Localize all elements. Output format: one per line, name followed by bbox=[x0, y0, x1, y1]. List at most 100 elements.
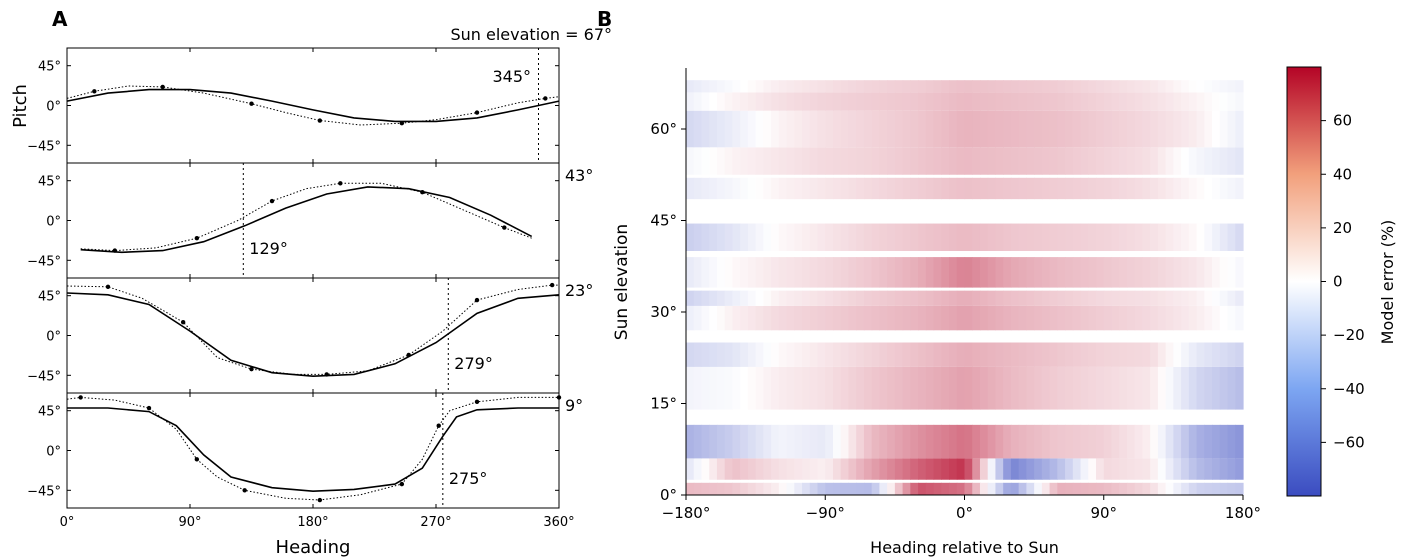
heatmap-cell bbox=[856, 290, 865, 306]
heatmap-cell bbox=[856, 80, 865, 93]
heatmap-cell bbox=[949, 257, 958, 288]
heatmap-cell bbox=[716, 257, 726, 288]
heatmap-cell bbox=[1204, 80, 1213, 93]
heatmap-cell bbox=[1096, 80, 1105, 93]
heatmap-cell bbox=[1103, 305, 1113, 331]
heatmap-cell bbox=[1018, 290, 1027, 306]
heatmap-cell bbox=[979, 80, 989, 93]
heatmap-cell bbox=[724, 366, 734, 410]
heatmap-cell bbox=[686, 257, 695, 288]
observed-point bbox=[317, 497, 323, 503]
heatmap-cell bbox=[925, 223, 935, 251]
heatmap-cell bbox=[1018, 177, 1027, 200]
heatmap-cell bbox=[1235, 177, 1244, 200]
heatmap-cell bbox=[902, 177, 911, 200]
heatmap-cell bbox=[1034, 458, 1043, 480]
heatmap-cell bbox=[956, 257, 966, 288]
x-tick-label: 0° bbox=[60, 515, 75, 530]
sun-elevation-label: 9° bbox=[565, 396, 583, 415]
heatmap-cell bbox=[786, 458, 795, 480]
heatmap-cell bbox=[1003, 342, 1012, 367]
heatmap-cell bbox=[1227, 290, 1236, 306]
heatmap-cell bbox=[1065, 92, 1074, 111]
heatmap-cell bbox=[1088, 366, 1097, 410]
heatmap-cell bbox=[902, 92, 911, 111]
heatmap-cell bbox=[1111, 223, 1120, 251]
heatmap-cells bbox=[686, 80, 1244, 495]
heatmap-cell bbox=[949, 177, 958, 200]
heatmap-cell bbox=[1072, 80, 1082, 93]
heatmap-cell bbox=[1196, 424, 1205, 459]
heatmap-cell bbox=[995, 366, 1004, 410]
heatmap-cell bbox=[949, 80, 958, 93]
heatmap-cell bbox=[972, 177, 981, 200]
heatmap-cell bbox=[894, 177, 904, 200]
heatmap-cell bbox=[724, 147, 734, 175]
heatmap-cell bbox=[778, 290, 788, 306]
heatmap-cell bbox=[1157, 80, 1167, 93]
heatmap-cell bbox=[1080, 177, 1089, 200]
heatmap-cell bbox=[1134, 290, 1144, 306]
heatmap-cell bbox=[840, 482, 850, 495]
heatmap-cell bbox=[1181, 366, 1190, 410]
heatmap-cell bbox=[879, 482, 888, 495]
heatmap-cell bbox=[1041, 110, 1051, 148]
heatmap-cell bbox=[763, 257, 772, 288]
y-tick-label: 15° bbox=[650, 395, 677, 413]
heatmap-cell bbox=[949, 147, 958, 175]
heatmap-cell bbox=[856, 458, 865, 480]
heatmap-cell bbox=[902, 424, 911, 459]
heatmap-cell bbox=[1065, 424, 1074, 459]
heatmap-cell bbox=[933, 290, 942, 306]
heatmap-cell bbox=[755, 305, 764, 331]
heatmap-cell bbox=[709, 342, 718, 367]
heatmap-cell bbox=[840, 366, 850, 410]
heatmap-cell bbox=[1010, 366, 1020, 410]
heatmap-cell bbox=[1026, 147, 1035, 175]
heatmap-cell bbox=[747, 110, 757, 148]
heatmap-cell bbox=[902, 290, 911, 306]
heatmap-cell bbox=[956, 305, 966, 331]
heatmap-cell bbox=[1010, 147, 1020, 175]
heatmap-cell bbox=[1096, 366, 1105, 410]
heatmap-cell bbox=[995, 147, 1004, 175]
heatmap-cell bbox=[925, 177, 935, 200]
heatmap-cell bbox=[918, 366, 927, 410]
heatmap-cell bbox=[802, 147, 811, 175]
heatmap-cell bbox=[840, 305, 850, 331]
x-tick-label: −180° bbox=[662, 504, 711, 522]
observed-point bbox=[105, 284, 111, 290]
heatmap-cell bbox=[1003, 110, 1012, 148]
heatmap-cell bbox=[1072, 110, 1082, 148]
heatmap-cell bbox=[1034, 424, 1043, 459]
pitch-subplot-1: 45° 0° −45° 345° Sun elevation = 67° bbox=[27, 25, 612, 164]
panel-a-pitch-vs-heading: 45° 0° −45° 345° Sun elevation = 67° 45° 0° −45… bbox=[10, 25, 612, 558]
heatmap-cell bbox=[1018, 257, 1027, 288]
heatmap-cell bbox=[1057, 223, 1066, 251]
heatmap-cell bbox=[732, 110, 741, 148]
heatmap-cell bbox=[1057, 424, 1066, 459]
heatmap-cell bbox=[979, 424, 989, 459]
heatmap-cell bbox=[724, 342, 734, 367]
heatmap-cell bbox=[840, 424, 850, 459]
heatmap-cell bbox=[1072, 290, 1082, 306]
heatmap-cell bbox=[693, 290, 703, 306]
heatmap-cell bbox=[1227, 424, 1236, 459]
heatmap-cell bbox=[918, 147, 927, 175]
heatmap-cell bbox=[1181, 458, 1190, 480]
pitch-subplot-3: 45° 0° −45° 279° 23° bbox=[27, 277, 593, 394]
heatmap-cell bbox=[1088, 177, 1097, 200]
heatmap-cell bbox=[1065, 110, 1074, 148]
heatmap-cell bbox=[778, 80, 788, 93]
heatmap-cell bbox=[802, 290, 811, 306]
heatmap-cell bbox=[871, 342, 881, 367]
heatmap-cell bbox=[778, 223, 788, 251]
heatmap-cell bbox=[918, 458, 927, 480]
heatmap-cell bbox=[809, 290, 819, 306]
heatmap-cell bbox=[809, 177, 819, 200]
heatmap-cell bbox=[871, 290, 881, 306]
heatmap-cell bbox=[693, 223, 703, 251]
heatmap-cell bbox=[1212, 110, 1221, 148]
heatmap-cell bbox=[1126, 177, 1136, 200]
heatmap-cell bbox=[1134, 366, 1144, 410]
